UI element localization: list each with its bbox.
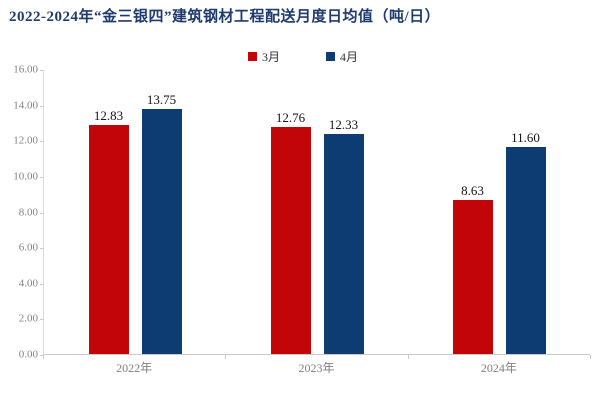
x-axis-category-label: 2022年 [116,361,153,375]
y-axis-tick-mark [40,176,43,178]
bar-with-label: 8.63 [452,70,493,354]
legend-label-march: 3月 [261,50,280,64]
y-axis-tick-mark [40,105,43,107]
legend: 3月 4月 [0,48,606,65]
bar-3月-2024年 [452,200,493,354]
x-axis-category-label: 2024年 [480,361,517,375]
y-axis-tick-mark [40,212,43,214]
bar-with-label: 13.75 [141,70,182,354]
y-axis-tick-label: 16.00 [13,63,38,76]
bar-group: 12.83 13.75 [44,70,226,354]
legend-item-april: 4月 [326,48,358,65]
y-axis-tick-mark [40,355,43,356]
bar-3月-2022年 [88,125,129,354]
y-axis-tick-mark [40,283,43,285]
y-axis: 0.00 2.00 4.00 6.00 8.00 10.00 12.00 14.00 16.00 [0,64,38,360]
bar-with-label: 11.60 [505,70,546,354]
y-axis-tick-mark [40,248,43,250]
bar-value-label: 8.63 [461,183,484,199]
bar-4月-2024年 [505,147,546,354]
x-axis-tick-mark [43,355,44,359]
y-axis-tick-label: 6.00 [18,241,38,254]
x-axis-tick-mark [407,355,409,359]
y-axis-tick-label: 0.00 [18,348,38,361]
y-axis-tick-label: 10.00 [13,170,38,183]
bar-3月-2023年 [270,126,311,354]
bar-group: 8.63 11.60 [408,70,590,354]
march-legend-swatch-icon [247,52,257,61]
y-axis-tick-label: 14.00 [13,99,38,112]
y-axis-tick-label: 8.00 [18,206,38,218]
bar-value-label: 12.83 [93,108,124,124]
y-axis-tick-label: 12.00 [13,134,38,147]
bar-groups: 12.83 13.75 12.76 12.33 8.63 11.60 [44,70,590,354]
bar-value-label: 12.33 [328,117,359,133]
y-axis-tick-mark [40,319,43,321]
x-axis-category-label: 2023年 [298,361,335,375]
plot-area: 12.83 13.75 12.76 12.33 8.63 11.60 [43,70,590,355]
x-axis-tick-mark [225,355,227,359]
april-legend-swatch-icon [326,52,335,61]
y-axis-tick-mark [40,141,43,143]
bar-value-label: 11.60 [511,130,540,146]
bar-value-label: 13.75 [146,92,177,108]
legend-label-april: 4月 [340,50,359,64]
bar-4月-2022年 [141,109,182,354]
bar-group: 12.76 12.33 [226,70,408,354]
legend-item-march: 3月 [247,48,280,65]
chart-title: 2022-2024年“金三银四”建筑钢材工程配送月度日均值（吨/日） [9,9,441,25]
bar-with-label: 12.33 [323,70,364,354]
bar-with-label: 12.83 [88,70,129,354]
bar-with-label: 12.76 [270,70,311,354]
bar-4月-2023年 [323,134,364,354]
y-axis-tick-label: 4.00 [18,277,38,290]
bar-value-label: 12.76 [275,109,306,125]
y-axis-tick-label: 2.00 [18,312,38,325]
y-axis-tick-mark [40,70,43,71]
x-axis-tick-mark [590,355,591,359]
x-axis-labels: 2022年 2023年 2024年 [43,359,590,376]
